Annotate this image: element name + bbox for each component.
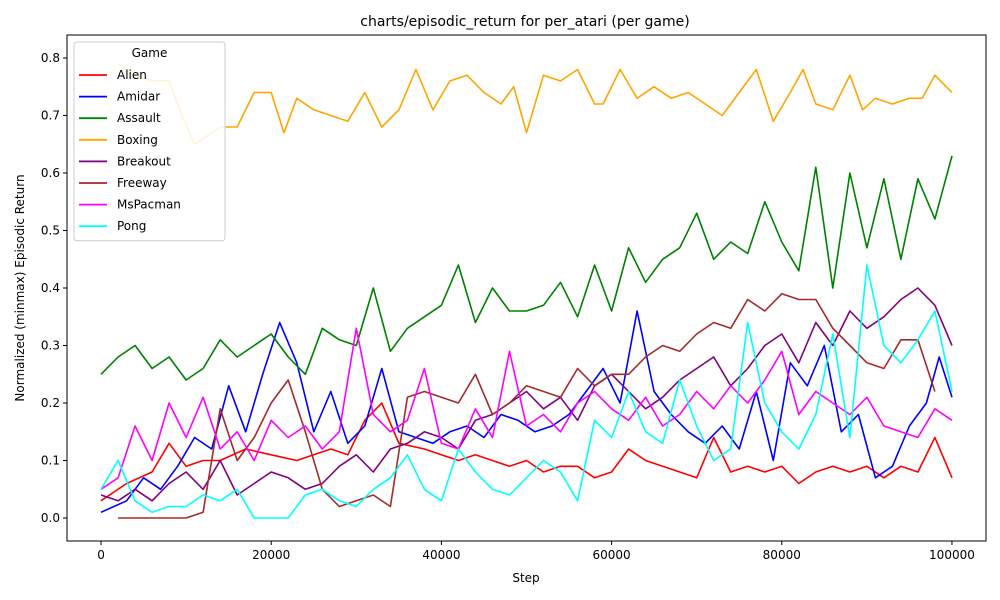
y-tick-label: 0.5 — [41, 224, 60, 238]
series-line-pong — [100, 264, 953, 519]
x-tick-label: 100000 — [929, 548, 975, 562]
x-tick-label: 80000 — [763, 548, 801, 562]
y-tick-label: 0.0 — [41, 511, 60, 525]
series-line-freeway — [118, 292, 936, 519]
y-tick-label: 0.7 — [41, 109, 60, 123]
chart-title: charts/episodic_return for per_atari (pe… — [360, 14, 689, 30]
x-axis-label: Step — [512, 571, 539, 585]
y-axis-label: Normalized (minmax) Episodic Return — [13, 174, 27, 401]
y-tick-label: 0.2 — [41, 396, 60, 410]
y-tick-label: 0.6 — [41, 166, 60, 180]
legend-title: Game — [132, 46, 168, 60]
legend-label-mspacman: MsPacman — [117, 198, 181, 212]
legend-label-freeway: Freeway — [117, 176, 167, 190]
legend-label-assault: Assault — [117, 111, 161, 125]
legend-label-boxing: Boxing — [117, 133, 158, 147]
legend-label-pong: Pong — [117, 219, 146, 233]
y-axis: 0.0 0.1 0.2 0.3 0.4 0.5 0.6 0.7 0.8 — [41, 51, 67, 525]
y-tick-label: 0.3 — [41, 339, 60, 353]
series-line-breakout — [100, 287, 953, 502]
series-line-alien — [100, 402, 953, 502]
x-tick-label: 40000 — [422, 548, 460, 562]
y-tick-label: 0.8 — [41, 51, 60, 65]
y-tick-label: 0.4 — [41, 281, 60, 295]
series-line-assault — [100, 155, 953, 381]
legend-box — [73, 41, 226, 242]
series-layer — [100, 63, 953, 519]
x-tick-label: 60000 — [592, 548, 630, 562]
legend-label-breakout: Breakout — [117, 154, 171, 168]
legend-label-amidar: Amidar — [117, 90, 160, 104]
legend-label-alien: Alien — [117, 68, 147, 82]
x-tick-label: 20000 — [252, 548, 290, 562]
y-tick-label: 0.1 — [41, 454, 60, 468]
x-tick-label: 0 — [97, 548, 105, 562]
series-line-amidar — [100, 310, 953, 514]
series-line-boxing — [117, 63, 953, 145]
series-line-mspacman — [100, 327, 953, 490]
x-axis: 0 20000 40000 60000 80000 100000 — [97, 541, 975, 562]
legend: Game Alien Amidar Assault Boxing Breakout Free… — [73, 41, 226, 242]
